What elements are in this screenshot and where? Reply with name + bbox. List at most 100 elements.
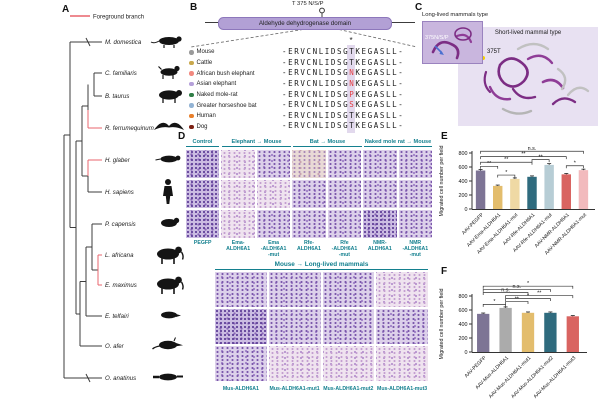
micrograph [363,180,397,208]
svg-text:*: * [505,170,508,176]
list-item: Mouse [189,47,257,58]
human-silhouette [163,179,173,204]
african-elephant-silhouette [157,246,184,264]
rock-hyrax-silhouette [161,217,180,227]
species-label: H. sapiens [105,189,134,196]
protein-structure-inset: 375N/S/P [422,21,483,64]
inset-title: Long-lived mammals type [422,12,489,18]
svg-text:Migrated cell number per field: Migrated cell number per field [439,288,445,359]
svg-text:200: 200 [459,193,468,199]
micrograph [398,150,432,178]
svg-text:**: ** [504,157,509,163]
micrograph [256,150,291,178]
column-labels-bottom: Mus-ALDH6A1 Mus-ALDH6A1-mut1 Mus-ALDH6A1… [222,386,428,392]
micrograph [268,346,321,381]
species-dot [189,50,194,55]
micrograph [292,150,326,178]
species-label: P. capensis [105,221,136,228]
species-dot [189,60,194,66]
panel-c-label: C [415,2,423,13]
variant-residue: P [349,89,356,99]
variant-residue: N [349,78,356,88]
micrograph-grid-bottom [215,272,428,381]
panel-b-label: B [190,2,198,13]
zoom-dashed-line-left [190,29,304,48]
species-dot [189,113,194,119]
sequence-row: -ERVCNLIDSGTKEGASLL- [282,110,405,120]
opossum-silhouette [150,36,182,48]
domain-bar: Aldehyde dehydrogenase domain [218,17,392,30]
tree-foreground-branches [87,110,102,286]
branch-length-tick [85,37,91,383]
dog-silhouette [158,65,180,79]
sequence-row: -ERVCNLIDSGNKEGASLL- [282,78,405,88]
svg-text:400: 400 [459,322,468,328]
panel-d-label: D [178,131,186,142]
asian-elephant-silhouette [157,276,184,294]
species-label: E. maximus [105,282,137,289]
phylogenetic-tree: Foreground branch M. domestica C. famili… [63,15,184,383]
group-header-bat-mouse: Bat → Mouse [293,139,362,148]
group-header-control: Control [186,139,219,148]
sequence-row: -ERVCNLIDSGPKEGASLL- [282,89,405,99]
inset-site-label: 375N/S/P [425,35,449,41]
svg-text:800: 800 [459,294,468,300]
variant-residue: T [349,47,356,56]
horseshoe-bat-silhouette [154,122,184,130]
species-label: M. domestica [105,39,142,46]
species-label: L. africana [105,252,134,259]
variant-residue: T [349,57,356,67]
list-item: Dog [189,121,257,132]
main-title: Short-lived mammal type [494,30,562,36]
micrograph [398,180,432,208]
svg-text:**: ** [538,154,543,160]
svg-text:**: ** [521,151,526,157]
species-dot [189,71,194,76]
svg-text:*: * [493,299,496,305]
sequence-row: -ERVCNLIDSGSKEGASLL- [282,100,405,110]
svg-text:0: 0 [465,350,468,356]
micrograph [376,309,428,344]
species-label: E. telfairi [105,313,129,320]
panel-e-label: E [441,131,448,142]
micrograph [327,210,362,238]
tree-branches [63,41,102,379]
micrograph [322,309,375,344]
micrograph [376,346,428,381]
foreground-branch-legend-label: Foreground branch [93,15,144,21]
sequence-row: -ERVCNLIDSGTKEGASLL- [282,121,405,131]
variant-residue: T [349,110,356,120]
migration-bar-chart-e: 0200400600800AAV-PEGFPAAV-Ema-ALDH6A1AAV… [439,145,595,256]
svg-text:0: 0 [465,207,468,213]
sequence-row: -ERVCNLIDSGNKEGASLL- [282,68,405,78]
micrograph-grid-top [186,150,432,238]
svg-text:**: ** [515,296,520,302]
svg-text:400: 400 [459,179,468,185]
blue-arrowhead [439,50,444,55]
tenrec-silhouette [161,311,181,319]
group-header-elephant-mouse: Elephant → Mouse [222,139,291,148]
sequence-alignment: -ERVCNLIDSGTKEGASLL- -ERVCNLIDSGTKEGASLL… [282,47,404,132]
micrograph [292,180,326,208]
svg-text:n.s.: n.s. [512,284,521,290]
alignment-highlight-column [347,45,355,133]
species-dot [189,124,194,130]
species-label: O. afer [105,343,125,350]
svg-text:200: 200 [459,336,468,342]
micrograph [256,210,291,238]
svg-text:800: 800 [459,151,468,157]
species-label: O. anatinus [105,375,136,382]
micrograph [215,346,267,381]
species-dot [189,103,194,108]
micrograph [221,180,255,208]
list-item: Naked mole-rat [189,90,257,101]
micrograph [221,210,255,238]
alignment-column-marker: * [349,36,353,45]
micrograph [327,150,362,178]
micrograph [215,272,267,307]
panel-f-label: F [441,266,448,277]
micrograph [363,210,397,238]
platypus-silhouette [153,373,183,381]
micrograph [221,150,255,178]
svg-text:Migrated cell number per field: Migrated cell number per field [439,145,445,216]
